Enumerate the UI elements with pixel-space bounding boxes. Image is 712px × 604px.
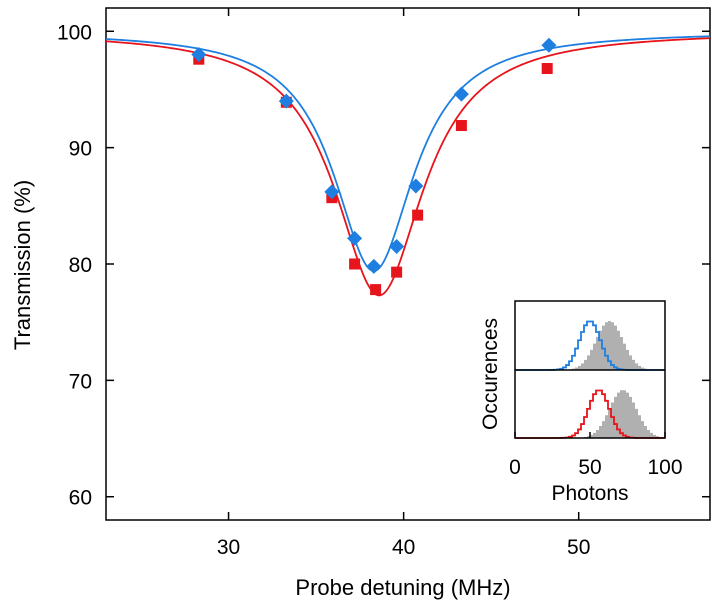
fit-curve	[105, 37, 711, 297]
data-point-diamond	[324, 184, 340, 200]
background-histogram	[515, 390, 665, 438]
fit-curves	[105, 35, 711, 297]
fit-curve	[105, 35, 711, 272]
x-tick-label: 40	[392, 536, 415, 559]
y-tick-label: 80	[69, 254, 92, 277]
histogram-bars	[515, 321, 665, 438]
inset-x-tick-label: 100	[647, 456, 682, 479]
data-point-square	[391, 266, 403, 278]
data-point-diamond	[389, 239, 405, 255]
data-markers	[191, 37, 557, 296]
x-tick-label: 30	[217, 536, 240, 559]
background-histogram	[515, 321, 665, 370]
inset-y-axis-label: Occurences	[479, 318, 502, 430]
main-plot-frame	[105, 7, 711, 521]
data-point-square	[349, 258, 361, 270]
y-axis-label: Transmission (%)	[10, 180, 35, 350]
y-tick-label: 90	[69, 138, 92, 161]
data-point-diamond	[541, 37, 557, 53]
data-point-diamond	[278, 93, 294, 109]
y-tick-label: 60	[69, 487, 92, 510]
x-axis-label: Probe detuning (MHz)	[295, 575, 510, 600]
data-point-square	[455, 120, 467, 132]
data-point-diamond	[347, 230, 363, 246]
data-point-square	[541, 63, 553, 75]
inset-x-tick-label: 50	[578, 456, 601, 479]
y-axis-ticks: 60 70 80 90 100	[57, 21, 710, 510]
x-axis-ticks: 30 40 50	[217, 8, 590, 559]
inset-histogram: 0 50 100 Photons Occurences	[479, 300, 683, 505]
data-point-diamond	[366, 258, 382, 274]
inset-x-axis-label: Photons	[551, 482, 628, 505]
inset-x-tick-label: 0	[509, 456, 521, 479]
y-tick-label: 70	[69, 370, 92, 393]
data-point-square	[370, 284, 382, 296]
data-point-diamond	[191, 47, 207, 63]
x-tick-label: 50	[567, 536, 590, 559]
inset-x-axis-ticks: 0 50 100	[509, 432, 683, 479]
data-point-diamond	[408, 178, 424, 194]
data-point-diamond	[453, 86, 469, 102]
y-tick-label: 100	[57, 21, 92, 44]
data-point-square	[412, 209, 424, 221]
